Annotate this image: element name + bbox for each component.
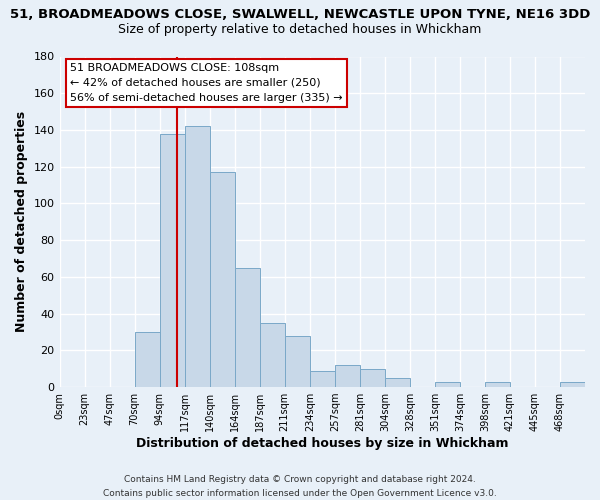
Y-axis label: Number of detached properties: Number of detached properties (15, 111, 28, 332)
Bar (360, 368, 385, 387)
Bar (335, 365, 360, 387)
Bar (235, 268, 260, 387)
Text: 51 BROADMEADOWS CLOSE: 108sqm
← 42% of detached houses are smaller (250)
56% of : 51 BROADMEADOWS CLOSE: 108sqm ← 42% of d… (70, 63, 343, 102)
Bar (285, 336, 310, 387)
Bar (209, 172, 235, 387)
X-axis label: Distribution of detached houses by size in Whickham: Distribution of detached houses by size … (136, 437, 509, 450)
Bar (310, 370, 335, 387)
Bar (485, 382, 510, 387)
Text: 51, BROADMEADOWS CLOSE, SWALWELL, NEWCASTLE UPON TYNE, NE16 3DD: 51, BROADMEADOWS CLOSE, SWALWELL, NEWCAS… (10, 8, 590, 20)
Text: Size of property relative to detached houses in Whickham: Size of property relative to detached ho… (118, 22, 482, 36)
Text: Contains HM Land Registry data © Crown copyright and database right 2024.
Contai: Contains HM Land Registry data © Crown c… (103, 476, 497, 498)
Bar (134, 332, 160, 387)
Bar (560, 382, 585, 387)
Bar (385, 378, 410, 387)
Bar (160, 134, 185, 387)
Bar (260, 323, 285, 387)
Bar (435, 382, 460, 387)
Bar (185, 126, 209, 387)
